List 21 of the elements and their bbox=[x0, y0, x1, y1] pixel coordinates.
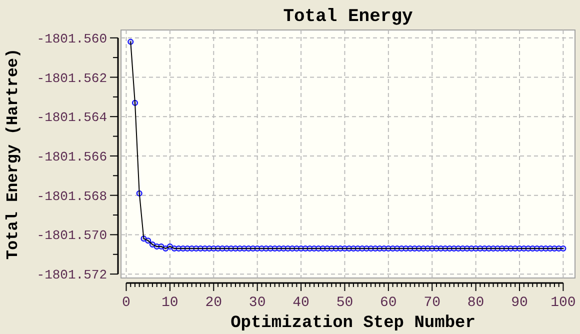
x-tick-label: 100 bbox=[550, 295, 576, 311]
x-axis-title: Optimization Step Number bbox=[230, 314, 476, 333]
y-tick-label: -1801.570 bbox=[36, 228, 107, 244]
x-tick-label: 80 bbox=[467, 295, 484, 311]
x-tick-label: 10 bbox=[162, 295, 178, 311]
y-axis-title: Total Energy (Hartree) bbox=[4, 48, 22, 260]
y-tick-label: -1801.564 bbox=[36, 110, 108, 126]
x-tick-label: 0 bbox=[122, 295, 130, 311]
y-tick-label: -1801.568 bbox=[36, 188, 107, 204]
x-tick-label: 50 bbox=[336, 295, 354, 311]
x-tick-label: 40 bbox=[292, 295, 310, 311]
y-tick-label: -1801.562 bbox=[36, 70, 107, 86]
x-tick-label: 20 bbox=[205, 295, 222, 311]
y-tick-label: -1801.566 bbox=[36, 150, 107, 165]
y-tick-label: -1801.572 bbox=[36, 268, 107, 283]
x-tick-label: 90 bbox=[511, 295, 528, 311]
x-tick-label: 30 bbox=[248, 295, 266, 311]
chart-title: Total Energy bbox=[283, 7, 414, 27]
x-tick-label: 60 bbox=[380, 295, 397, 311]
y-tick-label: -1801.560 bbox=[36, 31, 107, 46]
x-tick-label: 70 bbox=[424, 295, 441, 311]
